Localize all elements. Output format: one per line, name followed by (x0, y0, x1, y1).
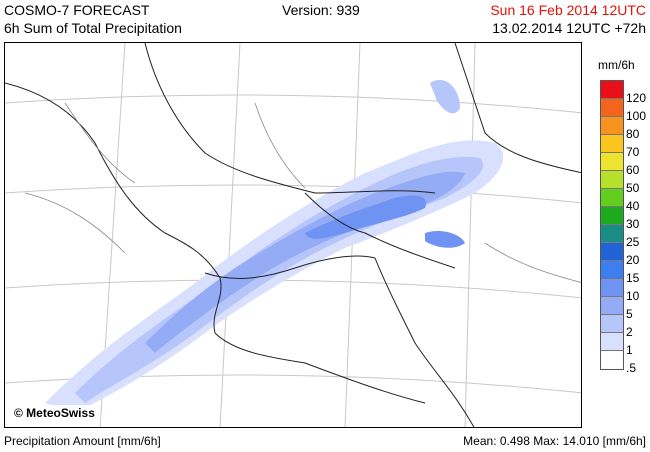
color-legend (600, 80, 624, 370)
legend-label: 25 (626, 235, 640, 249)
legend-label: 70 (626, 145, 640, 159)
legend-swatch (601, 189, 623, 207)
legend-label: 40 (626, 199, 640, 213)
valid-time: Sun 16 Feb 2014 12UTC (490, 2, 646, 18)
legend-label: 15 (626, 271, 640, 285)
legend-label: 1 (626, 343, 633, 357)
precipitation-map: © MeteoSwiss (4, 42, 582, 428)
legend-swatch (601, 81, 623, 99)
legend-swatch (601, 261, 623, 279)
legend-label: 100 (626, 109, 647, 123)
legend-swatch (601, 351, 623, 369)
copyright-notice: © MeteoSwiss (11, 405, 98, 421)
legend-swatch (601, 171, 623, 189)
legend-label: 60 (626, 163, 640, 177)
legend-label: 10 (626, 289, 640, 303)
legend-swatch (601, 99, 623, 117)
model-version: Version: 939 (282, 2, 360, 18)
mean-value: 0.498 (499, 434, 530, 448)
legend-swatch (601, 135, 623, 153)
legend-swatch (601, 207, 623, 225)
precip-layer (45, 79, 504, 413)
footer-stats: Mean: 0.498 Max: 14.010 [mm/6h] (463, 434, 646, 448)
legend-label: 30 (626, 217, 640, 231)
graticule (5, 43, 581, 427)
legend-label: .5 (626, 361, 637, 375)
admin-lines (24, 102, 581, 283)
legend-label: 50 (626, 181, 640, 195)
legend-swatch (601, 279, 623, 297)
legend-swatch (601, 225, 623, 243)
legend-label: 20 (626, 253, 640, 267)
precip-north (430, 79, 460, 114)
init-time: 13.02.2014 12UTC +72h (492, 20, 646, 36)
legend-swatch (601, 243, 623, 261)
chart-title: COSMO-7 FORECAST (4, 2, 150, 18)
precip-10mm-b (425, 231, 465, 248)
legend-labels: 120 100 80 70 60 50 40 30 25 20 15 10 5 2 1 .5 (626, 80, 650, 375)
legend-swatch (601, 117, 623, 135)
legend-label: 120 (626, 91, 647, 105)
legend-swatch (601, 315, 623, 333)
max-value: 14.010 (562, 434, 600, 448)
max-label: Max: (533, 434, 560, 448)
map-canvas (5, 43, 581, 427)
mean-label: Mean: (463, 434, 497, 448)
legend-label: 2 (626, 325, 633, 339)
footer-quantity: Precipitation Amount [mm/6h] (4, 434, 161, 448)
legend-swatch (601, 153, 623, 171)
legend-label: 80 (626, 127, 640, 141)
stats-unit: [mm/6h] (602, 434, 646, 448)
legend-label: 5 (626, 307, 633, 321)
legend-swatch (601, 297, 623, 315)
legend-swatch (601, 333, 623, 351)
precip-10mm (305, 195, 426, 239)
legend-unit: mm/6h (598, 58, 635, 72)
chart-subtitle: 6h Sum of Total Precipitation (4, 20, 182, 36)
borders (5, 43, 581, 427)
